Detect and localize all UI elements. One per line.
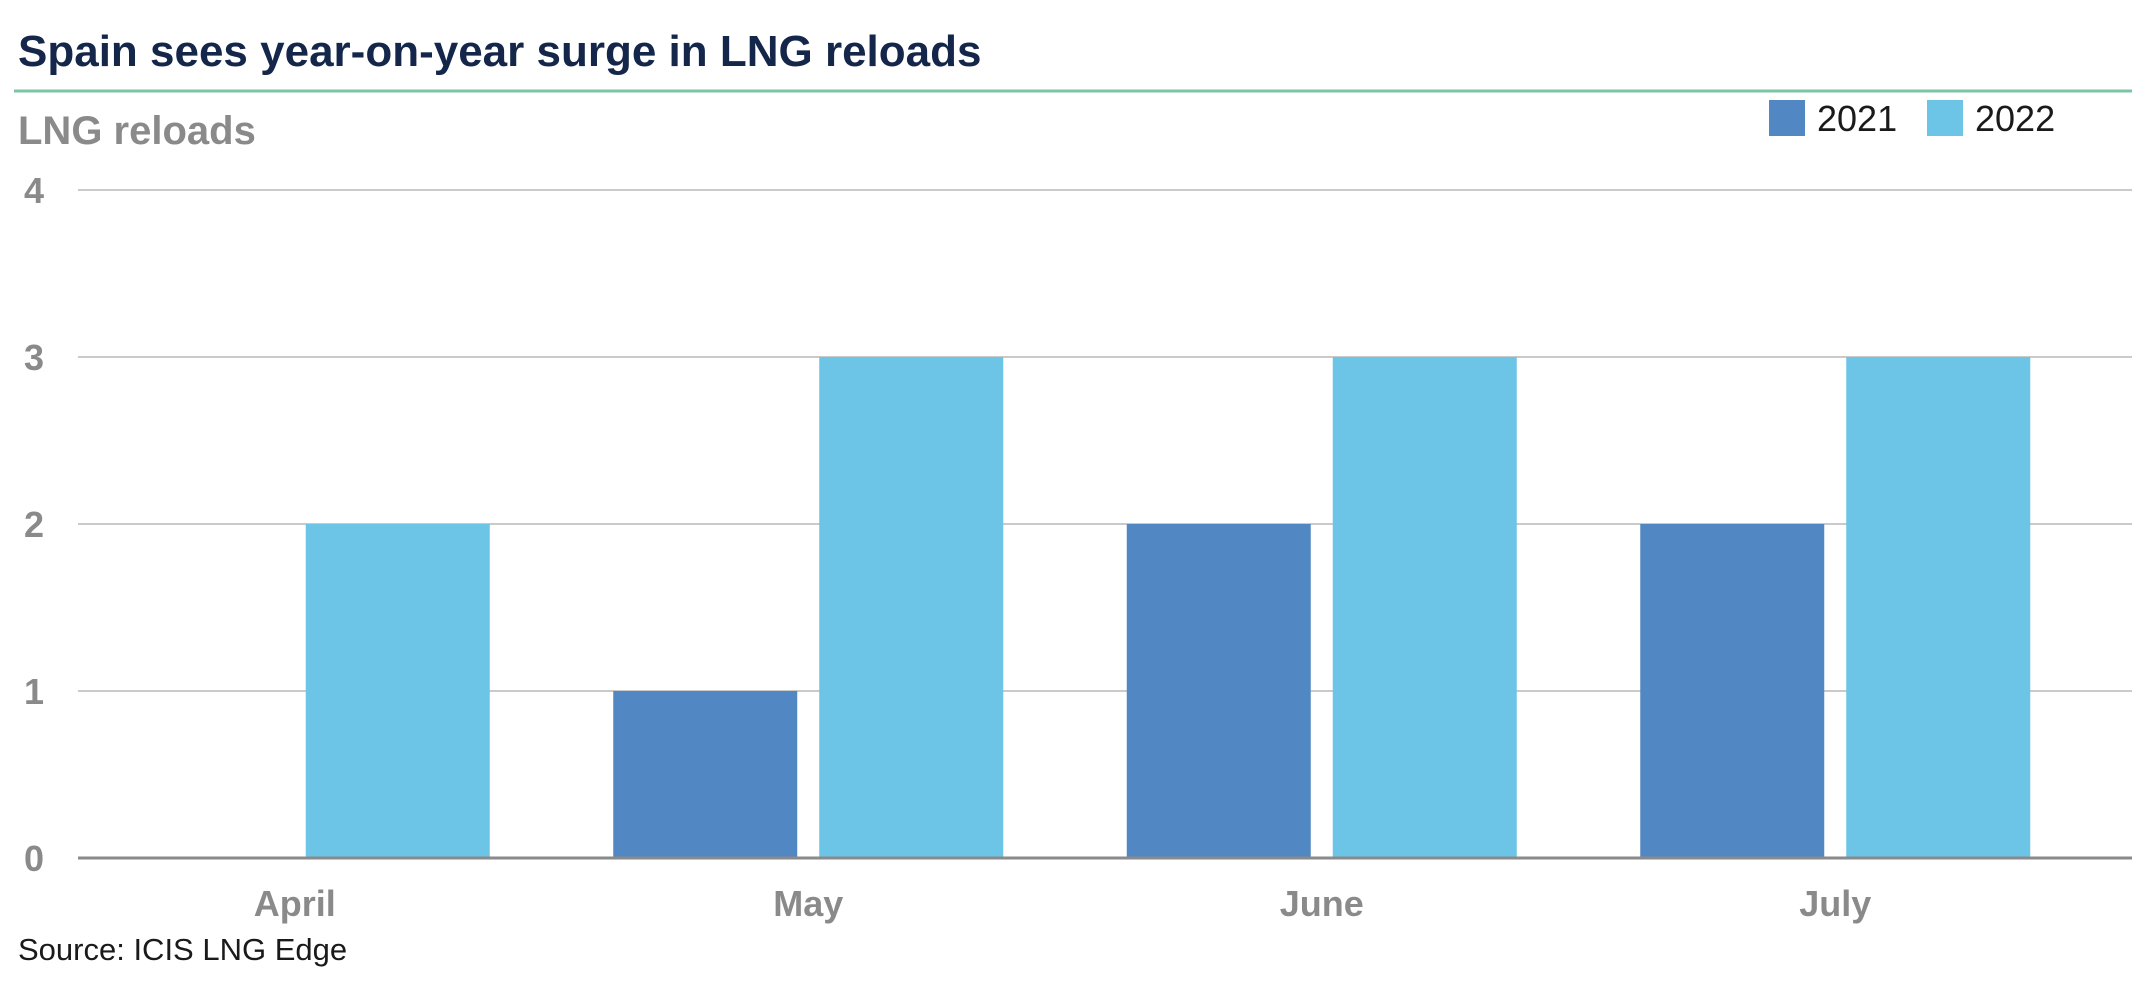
legend-swatch-2022 xyxy=(1927,100,1963,136)
legend-swatch-2021 xyxy=(1769,100,1805,136)
bar-2021-may xyxy=(613,691,798,858)
bar-2021-july xyxy=(1640,524,1825,858)
bar-2022-april xyxy=(305,524,490,858)
x-tick-label: July xyxy=(1799,883,1871,924)
x-tick-label: April xyxy=(254,883,336,924)
x-axis-ticks: April May June July xyxy=(254,883,1872,924)
bar-2022-may xyxy=(819,357,1004,858)
chart-title: Spain sees year-on-year surge in LNG rel… xyxy=(18,27,981,76)
y-axis-label: LNG reloads xyxy=(18,109,256,153)
bar-2022-june xyxy=(1332,357,1517,858)
x-tick-label: June xyxy=(1280,883,1364,924)
y-tick-label: 4 xyxy=(24,170,44,211)
legend-label-2022: 2022 xyxy=(1975,98,2055,139)
legend-label-2021: 2021 xyxy=(1817,98,1897,139)
y-tick-label: 2 xyxy=(24,504,44,545)
y-tick-label: 0 xyxy=(24,838,44,879)
legend: 2021 2022 xyxy=(1769,98,2055,139)
bars xyxy=(305,357,2031,858)
x-tick-label: May xyxy=(773,883,843,924)
bar-2021-june xyxy=(1126,524,1311,858)
bar-2022-july xyxy=(1846,357,2031,858)
y-axis-ticks: 0 1 2 3 4 xyxy=(24,170,44,879)
y-tick-label: 1 xyxy=(24,671,44,712)
source-note: Source: ICIS LNG Edge xyxy=(18,932,347,967)
y-tick-label: 3 xyxy=(24,337,44,378)
